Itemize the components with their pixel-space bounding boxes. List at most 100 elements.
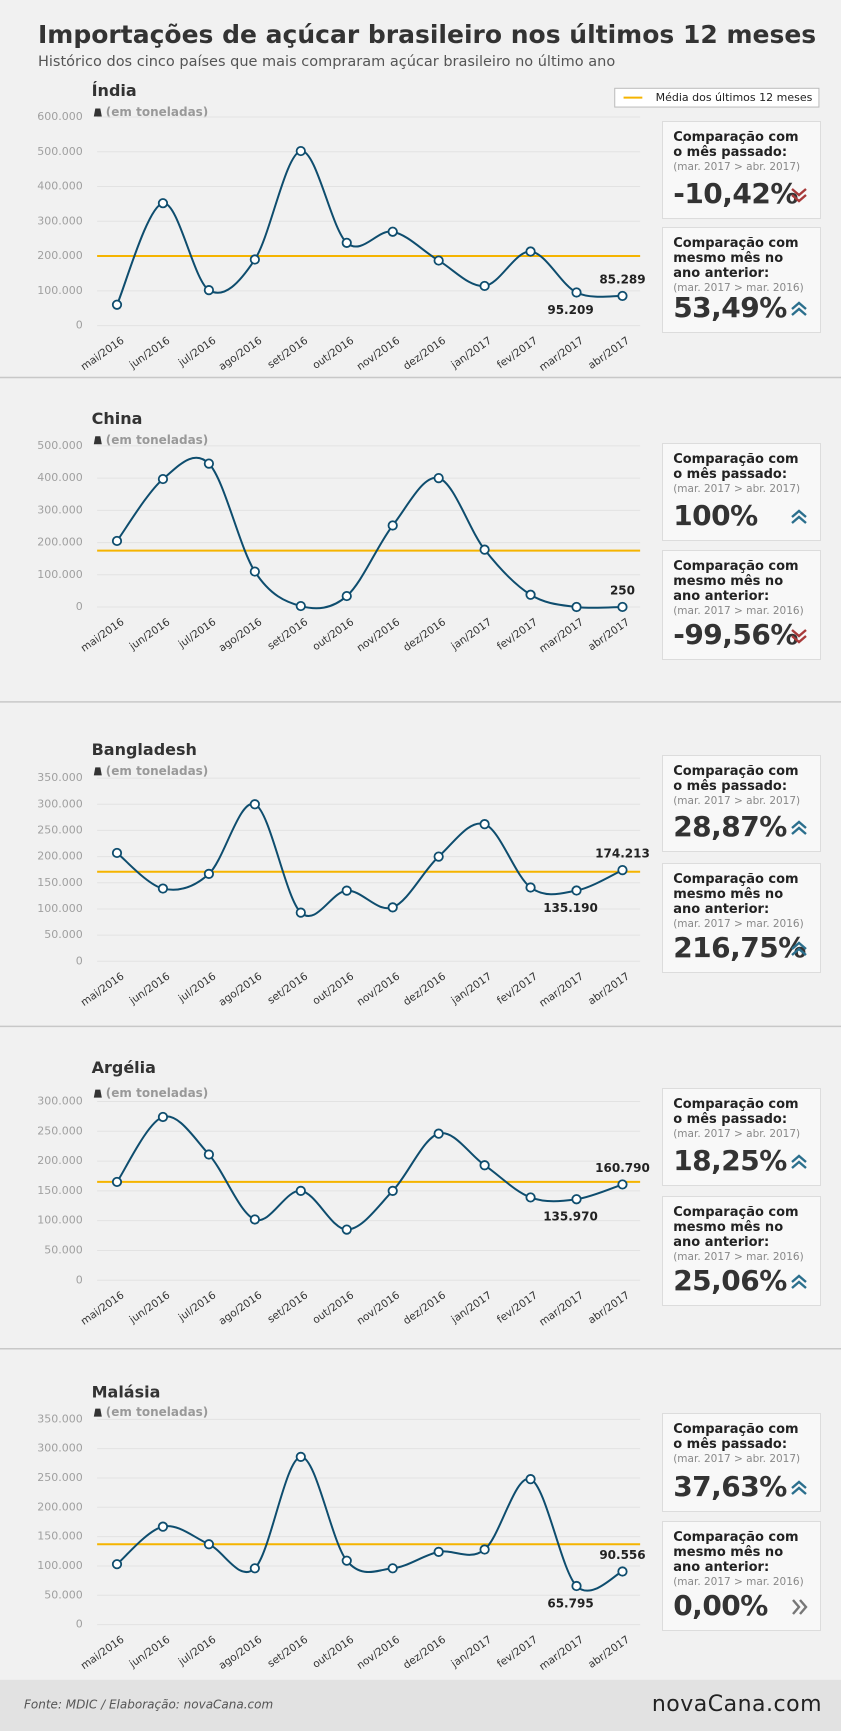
- value-label: 90.556: [599, 1548, 645, 1562]
- point: [295, 145, 306, 157]
- comparison-box: Comparação com mesmo mês no ano anterior…: [662, 549, 822, 660]
- y-tick-label: 0: [76, 954, 83, 967]
- point: [203, 1539, 214, 1550]
- weight-icon: [93, 1089, 102, 1098]
- chevron: [791, 1274, 807, 1283]
- legend-box: [614, 87, 820, 108]
- point: [387, 902, 398, 913]
- chevron: [791, 1480, 807, 1489]
- unit-label: (em toneladas): [106, 105, 209, 119]
- trend-icon: [791, 941, 807, 957]
- point: [341, 1555, 352, 1566]
- y-tick-label: 350.000: [37, 771, 83, 784]
- comparison-box: Comparação com mesmo mês no ano anterior…: [662, 1520, 822, 1632]
- y-tick-label: 200.000: [37, 1154, 83, 1167]
- y-tick-label: 50.000: [44, 928, 83, 941]
- comparison-value: 18,25%: [673, 1144, 787, 1178]
- point: [157, 1521, 169, 1532]
- point: [571, 601, 582, 613]
- point: [249, 566, 260, 577]
- point: [295, 600, 306, 612]
- title: Importações de açúcar brasileiro nos últ…: [38, 20, 816, 49]
- unit-label: (em toneladas): [106, 1405, 209, 1419]
- trend-icon: [791, 1274, 807, 1289]
- y-tick-label: 500.000: [37, 439, 83, 452]
- chevron: [791, 1280, 807, 1289]
- y-tick-label: 600.000: [37, 110, 83, 123]
- chevron: [791, 515, 807, 524]
- chevron: [791, 947, 807, 957]
- point: [157, 198, 169, 209]
- y-tick-label: 100.000: [37, 1214, 83, 1227]
- point: [249, 254, 260, 265]
- point: [157, 473, 169, 485]
- point: [479, 1160, 490, 1171]
- y-tick-label: 400.000: [37, 180, 83, 193]
- unit-label: (em toneladas): [106, 1086, 209, 1100]
- point: [295, 907, 306, 918]
- point: [433, 1546, 444, 1557]
- value-label: 174.213: [595, 847, 650, 861]
- y-tick-label: 0: [76, 319, 83, 332]
- point: [249, 799, 260, 810]
- chevron: [799, 1599, 808, 1615]
- chevron: [791, 187, 807, 197]
- point: [203, 1149, 214, 1160]
- y-tick-label: 50.000: [44, 1243, 83, 1256]
- y-tick-label: 300.000: [37, 503, 83, 516]
- chart-title: Índia: [92, 81, 137, 100]
- chevron: [791, 941, 807, 951]
- weight-icon: [93, 1408, 102, 1417]
- value-label: 95.209: [547, 303, 593, 317]
- point: [479, 280, 490, 292]
- chevron: [791, 1486, 807, 1495]
- chevron: [791, 820, 807, 829]
- value-label: 65.795: [547, 1597, 593, 1611]
- comparison-box: Comparação com o mês passado: (mar. 2017 …: [662, 1088, 822, 1187]
- comparison-box: Comparação com o mês passado: (mar. 2017 …: [662, 1412, 822, 1513]
- value-label: 250: [610, 583, 635, 597]
- point: [525, 1474, 536, 1485]
- trend-icon: [791, 187, 807, 203]
- value-label: 85.289: [599, 272, 645, 286]
- y-tick-label: 350.000: [37, 1412, 83, 1425]
- point: [525, 589, 536, 600]
- point: [617, 865, 628, 876]
- point: [341, 590, 352, 602]
- point: [157, 1111, 169, 1123]
- trend-icon: [791, 509, 807, 524]
- comparison-label: Comparação com mesmo mês no ano anterior…: [673, 236, 799, 282]
- weight-icon: [93, 436, 102, 445]
- chevron: [791, 635, 807, 644]
- point: [111, 535, 123, 547]
- point: [571, 1194, 582, 1205]
- point: [617, 1179, 628, 1190]
- y-tick-label: 200.000: [37, 850, 83, 863]
- point: [433, 473, 444, 484]
- point: [387, 226, 398, 237]
- comparison-value: -99,56%: [673, 617, 798, 651]
- point: [203, 458, 214, 469]
- point: [341, 1224, 352, 1235]
- point: [295, 1185, 306, 1196]
- point: [617, 601, 628, 613]
- comparison-period: (mar. 2017 > mar. 2016): [673, 1575, 804, 1588]
- point: [617, 1566, 628, 1577]
- comparison-period: (mar. 2017 > abr. 2017): [673, 794, 801, 807]
- value-label: 135.970: [543, 1210, 598, 1224]
- y-tick-label: 0: [76, 1273, 83, 1286]
- chevron: [791, 1160, 807, 1170]
- point: [525, 882, 536, 893]
- unit-label: (em toneladas): [106, 764, 209, 778]
- point: [433, 1128, 444, 1139]
- y-tick-label: 400.000: [37, 471, 83, 484]
- comparison-value: 0,00%: [673, 1589, 768, 1623]
- logo: novaCana.com: [652, 1692, 822, 1717]
- chevron: [791, 826, 807, 835]
- chevron: [792, 1599, 801, 1615]
- comparison-period: (mar. 2017 > abr. 2017): [673, 1452, 801, 1465]
- unit-label: (em toneladas): [106, 433, 209, 447]
- source: Fonte: MDIC / Elaboração: novaCana.com: [24, 1698, 273, 1712]
- footer: [0, 1679, 841, 1731]
- comparison-label: Comparação com mesmo mês no ano anterior…: [673, 558, 799, 604]
